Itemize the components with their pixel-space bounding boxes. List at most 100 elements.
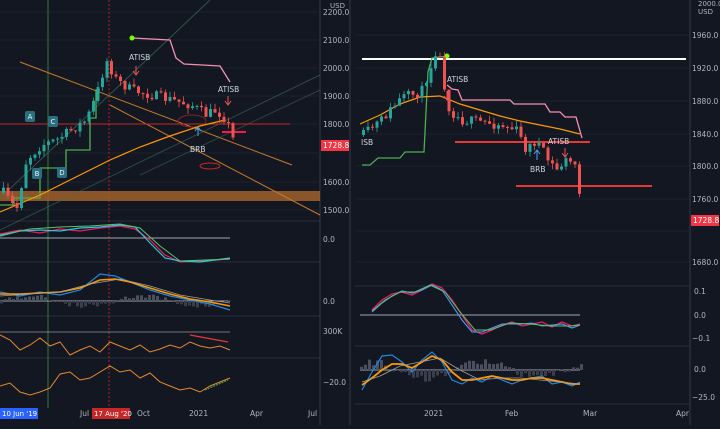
candle-body bbox=[133, 84, 136, 86]
histogram-bar bbox=[36, 296, 39, 301]
histogram-bar bbox=[128, 298, 131, 301]
histogram-bar bbox=[84, 301, 87, 306]
last-price-text: 1728.8 bbox=[323, 141, 349, 150]
histogram-bar bbox=[64, 301, 67, 304]
candle-body bbox=[569, 158, 572, 161]
histogram-bar bbox=[524, 370, 527, 373]
candle-body bbox=[155, 91, 158, 99]
candle-body bbox=[88, 112, 91, 122]
candle-body bbox=[182, 102, 185, 105]
histogram-bar bbox=[92, 301, 95, 305]
histogram-bar bbox=[16, 296, 19, 301]
histogram-bar bbox=[504, 366, 507, 370]
time-label: Oct bbox=[137, 409, 150, 418]
candle-body bbox=[209, 109, 212, 117]
candle-body bbox=[506, 127, 509, 128]
candle-body bbox=[448, 90, 451, 112]
histogram-bar bbox=[192, 301, 195, 306]
label-atisb-2: ATISB bbox=[218, 85, 239, 94]
histogram-bar bbox=[12, 299, 15, 301]
candle-body bbox=[362, 130, 365, 135]
candle-body bbox=[227, 122, 230, 123]
support-zone bbox=[0, 191, 320, 201]
histogram-bar bbox=[120, 299, 123, 301]
candle-body bbox=[25, 165, 28, 189]
histogram-bar bbox=[0, 301, 3, 303]
pane-tick: −25.0 bbox=[692, 393, 715, 402]
last-price-text: 1728.8 bbox=[693, 216, 719, 225]
price-tick: 1920.0 bbox=[692, 64, 718, 73]
candle-body bbox=[169, 97, 172, 101]
candle-body bbox=[389, 107, 392, 118]
histogram-bar bbox=[428, 370, 431, 381]
price-tick: 2200.0 bbox=[323, 8, 349, 17]
histogram-bar bbox=[528, 370, 531, 377]
candle-body bbox=[101, 78, 104, 87]
candle-body bbox=[106, 61, 109, 77]
candle-body bbox=[452, 111, 455, 118]
histogram-bar bbox=[432, 370, 435, 378]
candle-body bbox=[151, 98, 154, 99]
price-tick: 1840.0 bbox=[692, 130, 718, 139]
histogram-bar bbox=[472, 361, 475, 370]
svg-text:B: B bbox=[35, 170, 40, 178]
histogram-bar bbox=[116, 300, 119, 301]
price-tick: 2100.0 bbox=[323, 36, 349, 45]
histogram-bar bbox=[188, 301, 191, 306]
time-label: Jul bbox=[307, 409, 317, 418]
histogram-bar bbox=[512, 368, 515, 370]
candle-body bbox=[92, 101, 95, 112]
histogram-bar bbox=[488, 364, 491, 370]
histogram-bar bbox=[520, 370, 523, 377]
histogram-bar bbox=[104, 301, 107, 304]
pane-tick: 0.0 bbox=[694, 365, 706, 374]
histogram-bar bbox=[400, 370, 403, 372]
histogram-bar bbox=[552, 370, 555, 376]
histogram-bar bbox=[72, 301, 75, 303]
price-tick: 2000.0 bbox=[698, 0, 720, 8]
candle-body bbox=[146, 94, 149, 98]
candle-body bbox=[34, 155, 37, 158]
price-tick: 1800.0 bbox=[323, 120, 349, 129]
candle-body bbox=[461, 117, 464, 124]
histogram-bar bbox=[168, 300, 171, 301]
histogram-bar bbox=[496, 364, 499, 370]
histogram-bar bbox=[44, 297, 47, 301]
histogram-bar bbox=[360, 367, 363, 370]
candle-body bbox=[38, 151, 41, 154]
histogram-bar bbox=[68, 301, 71, 306]
histogram-bar bbox=[4, 299, 7, 301]
label-atisb-1: ATISB bbox=[447, 75, 468, 84]
histogram-bar bbox=[380, 360, 383, 370]
histogram-bar bbox=[28, 297, 31, 301]
candle-body bbox=[200, 106, 203, 107]
candle-body bbox=[137, 86, 140, 93]
time-label: 2021 bbox=[424, 409, 443, 418]
stop-dot bbox=[130, 36, 135, 41]
candle-body bbox=[434, 56, 437, 68]
time-label: Apr bbox=[250, 409, 264, 418]
candle-body bbox=[551, 160, 554, 163]
candle-body bbox=[403, 94, 406, 98]
candle-body bbox=[524, 137, 527, 152]
histogram-bar bbox=[136, 295, 139, 301]
candle-body bbox=[43, 145, 46, 151]
histogram-bar bbox=[440, 370, 443, 373]
candle-body bbox=[547, 148, 550, 161]
candle-body bbox=[538, 143, 541, 146]
candle-body bbox=[430, 68, 433, 82]
candle-body bbox=[56, 139, 59, 140]
histogram-bar bbox=[88, 301, 91, 304]
candle-body bbox=[376, 122, 379, 128]
label-brb: BRB bbox=[530, 165, 546, 174]
candle-body bbox=[502, 125, 505, 127]
candle-body bbox=[394, 106, 397, 108]
candle-body bbox=[412, 91, 415, 95]
candle-body bbox=[52, 139, 55, 141]
candle-body bbox=[542, 143, 545, 148]
candle-body bbox=[565, 158, 568, 166]
candle-body bbox=[173, 97, 176, 99]
price-tick: 1500.0 bbox=[323, 206, 349, 215]
label-isb: ISB bbox=[361, 138, 373, 147]
